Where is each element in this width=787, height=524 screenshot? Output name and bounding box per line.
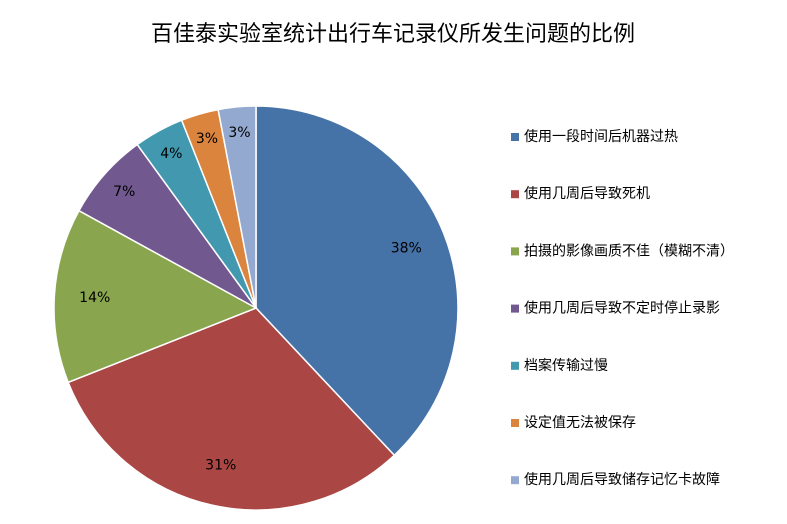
data-label: 7% <box>113 184 135 200</box>
pie-slice <box>255 105 459 457</box>
pie-slice <box>217 105 257 309</box>
pie-slice <box>53 209 258 384</box>
pie-slice <box>67 307 396 511</box>
legend-label: 使用几周后导致储存记忆卡故障 <box>524 471 720 488</box>
legend-label: 使用一段时间后机器过热 <box>524 128 678 145</box>
legend-swatch <box>511 361 519 370</box>
chart-title: 百佳泰实验室统计出行车记录仪所发生问题的比例 <box>151 22 635 47</box>
legend-swatch <box>511 190 519 199</box>
data-label: 38% <box>391 241 422 257</box>
data-label: 14% <box>79 290 110 306</box>
legend-swatch <box>511 133 519 141</box>
legend-label: 使用几周后导致死机 <box>524 185 650 202</box>
legend-label: 设定值无法被保存 <box>524 415 636 431</box>
legend-swatch <box>511 419 519 427</box>
legend-label: 档案传输过慢 <box>524 357 608 374</box>
legend-swatch <box>511 247 519 256</box>
legend-label: 拍摄的影像画质不佳（模糊不清） <box>524 243 734 259</box>
data-label: 4% <box>160 146 182 162</box>
data-label: 3% <box>228 125 250 141</box>
data-label: 3% <box>196 131 218 147</box>
legend-label: 使用几周后导致不定时停止录影 <box>524 300 720 317</box>
legend-swatch <box>511 304 519 313</box>
data-label: 31% <box>205 458 236 474</box>
legend-swatch <box>511 476 519 485</box>
